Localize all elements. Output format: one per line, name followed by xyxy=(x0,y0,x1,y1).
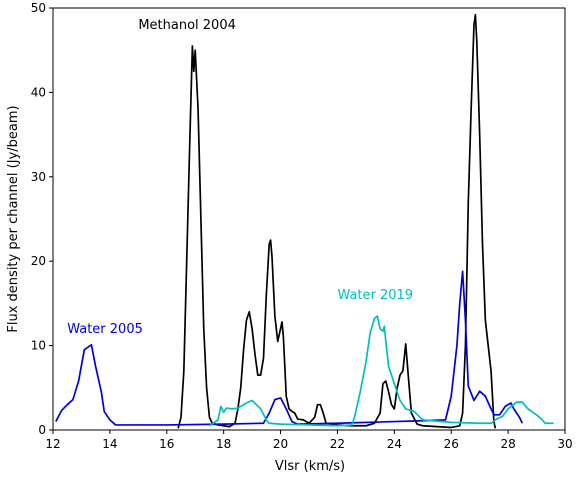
y-tick-label: 30 xyxy=(31,170,46,184)
axes-frame xyxy=(52,7,566,431)
y-tick-label: 50 xyxy=(31,1,46,15)
x-tick-label: 14 xyxy=(102,437,117,451)
annotations: Methanol 2004 Water 2019 Water 2005 xyxy=(67,18,413,337)
annotation-water-2005: Water 2005 xyxy=(67,322,143,337)
x-tick-label: 24 xyxy=(387,437,402,451)
x-tick-label: 22 xyxy=(330,437,345,451)
x-tick-label: 16 xyxy=(159,437,174,451)
series-line-methanol-2004 xyxy=(177,13,497,429)
x-tick-label: 30 xyxy=(557,437,572,451)
x-tick-label: 18 xyxy=(216,437,231,451)
y-tick-label: 20 xyxy=(31,254,46,268)
x-tick-label: 28 xyxy=(500,437,515,451)
y-tick-label: 0 xyxy=(38,423,46,437)
annotation-methanol-2004: Methanol 2004 xyxy=(138,18,236,33)
axes: 12 14 16 18 20 22 24 26 28 30 0 10 20 30 40 50 xyxy=(31,1,573,451)
x-tick-label: 20 xyxy=(273,437,288,451)
y-axis-label: Flux density per channel (Jy/beam) xyxy=(6,105,21,332)
series-line-water-2005 xyxy=(55,270,524,426)
y-tick-label: 10 xyxy=(31,339,46,353)
x-axis-label: Vlsr (km/s) xyxy=(275,459,345,474)
plot-area xyxy=(55,13,554,429)
annotation-water-2019: Water 2019 xyxy=(337,288,413,303)
series-line-water-2019 xyxy=(208,315,554,427)
x-tick-label: 26 xyxy=(444,437,459,451)
y-tick-label: 40 xyxy=(31,85,46,99)
x-tick-label: 12 xyxy=(45,437,60,451)
